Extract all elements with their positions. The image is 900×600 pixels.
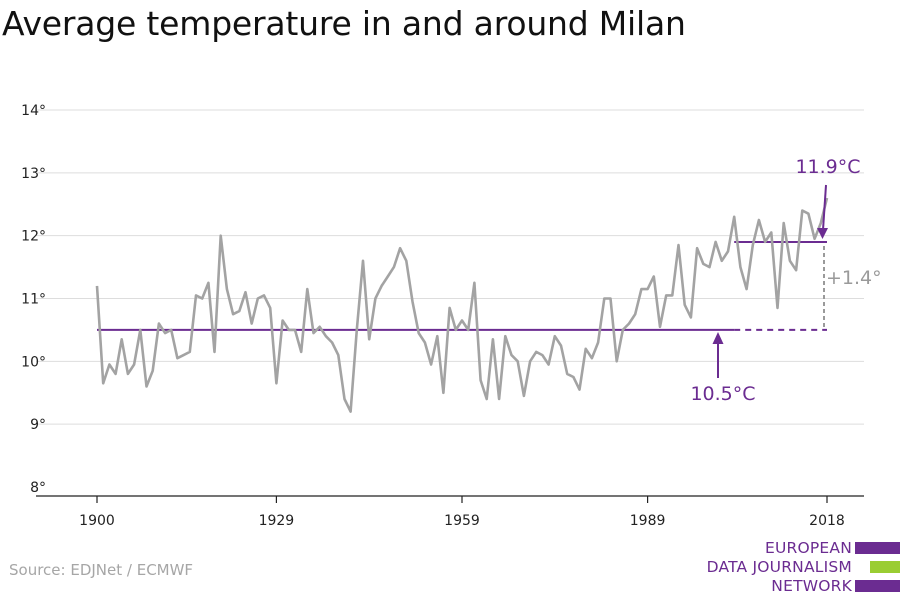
logo-bar-purple-top — [855, 542, 900, 554]
recent-mean-label: 11.9°C — [795, 156, 860, 178]
x-tick-label: 1929 — [259, 513, 295, 529]
recent-mean-arrow-head — [817, 228, 828, 239]
y-tick-label: 12° — [21, 229, 46, 245]
y-tick-label: 13° — [21, 166, 46, 182]
y-tick-label: 8° — [30, 480, 46, 496]
source-note: Source: EDJNet / ECMWF — [9, 561, 194, 579]
recent-mean-arrow-shaft — [822, 184, 827, 231]
logo-text-data-journalism: DATA JOURNALISM — [706, 558, 852, 576]
difference-label: +1.4° — [826, 267, 882, 289]
logo-bar-green — [870, 561, 900, 573]
logo-bar-purple-bottom — [855, 580, 900, 592]
edjnet-logo: EUROPEAN DATA JOURNALISM NETWORK — [700, 538, 900, 595]
baseline-mean-arrow-head — [712, 332, 724, 344]
x-axis: 1900 1929 1959 1989 2018 — [36, 495, 864, 529]
temperature-series-line — [95, 197, 829, 413]
grid-lines — [36, 109, 864, 425]
y-tick-label: 14° — [21, 103, 46, 119]
x-tick-label: 1989 — [630, 513, 666, 529]
y-tick-label: 10° — [21, 354, 46, 370]
annotations: 11.9°C 10.5°C +1.4° — [690, 156, 881, 405]
x-tick-label: 2018 — [809, 513, 845, 529]
baseline-mean-label: 10.5°C — [690, 383, 755, 405]
x-tick-label: 1900 — [79, 513, 115, 529]
y-tick-label: 9° — [30, 417, 46, 433]
y-axis-labels: 8° 9° 10° 11° 12° 13° 14° — [21, 103, 46, 496]
chart-title: Average temperature in and around Milan — [2, 4, 686, 43]
x-tick-label: 1959 — [444, 513, 480, 529]
logo-text-european: EUROPEAN — [764, 539, 852, 557]
y-tick-label: 11° — [21, 292, 46, 308]
reference-lines — [97, 240, 827, 331]
logo-text-network: NETWORK — [771, 577, 852, 595]
